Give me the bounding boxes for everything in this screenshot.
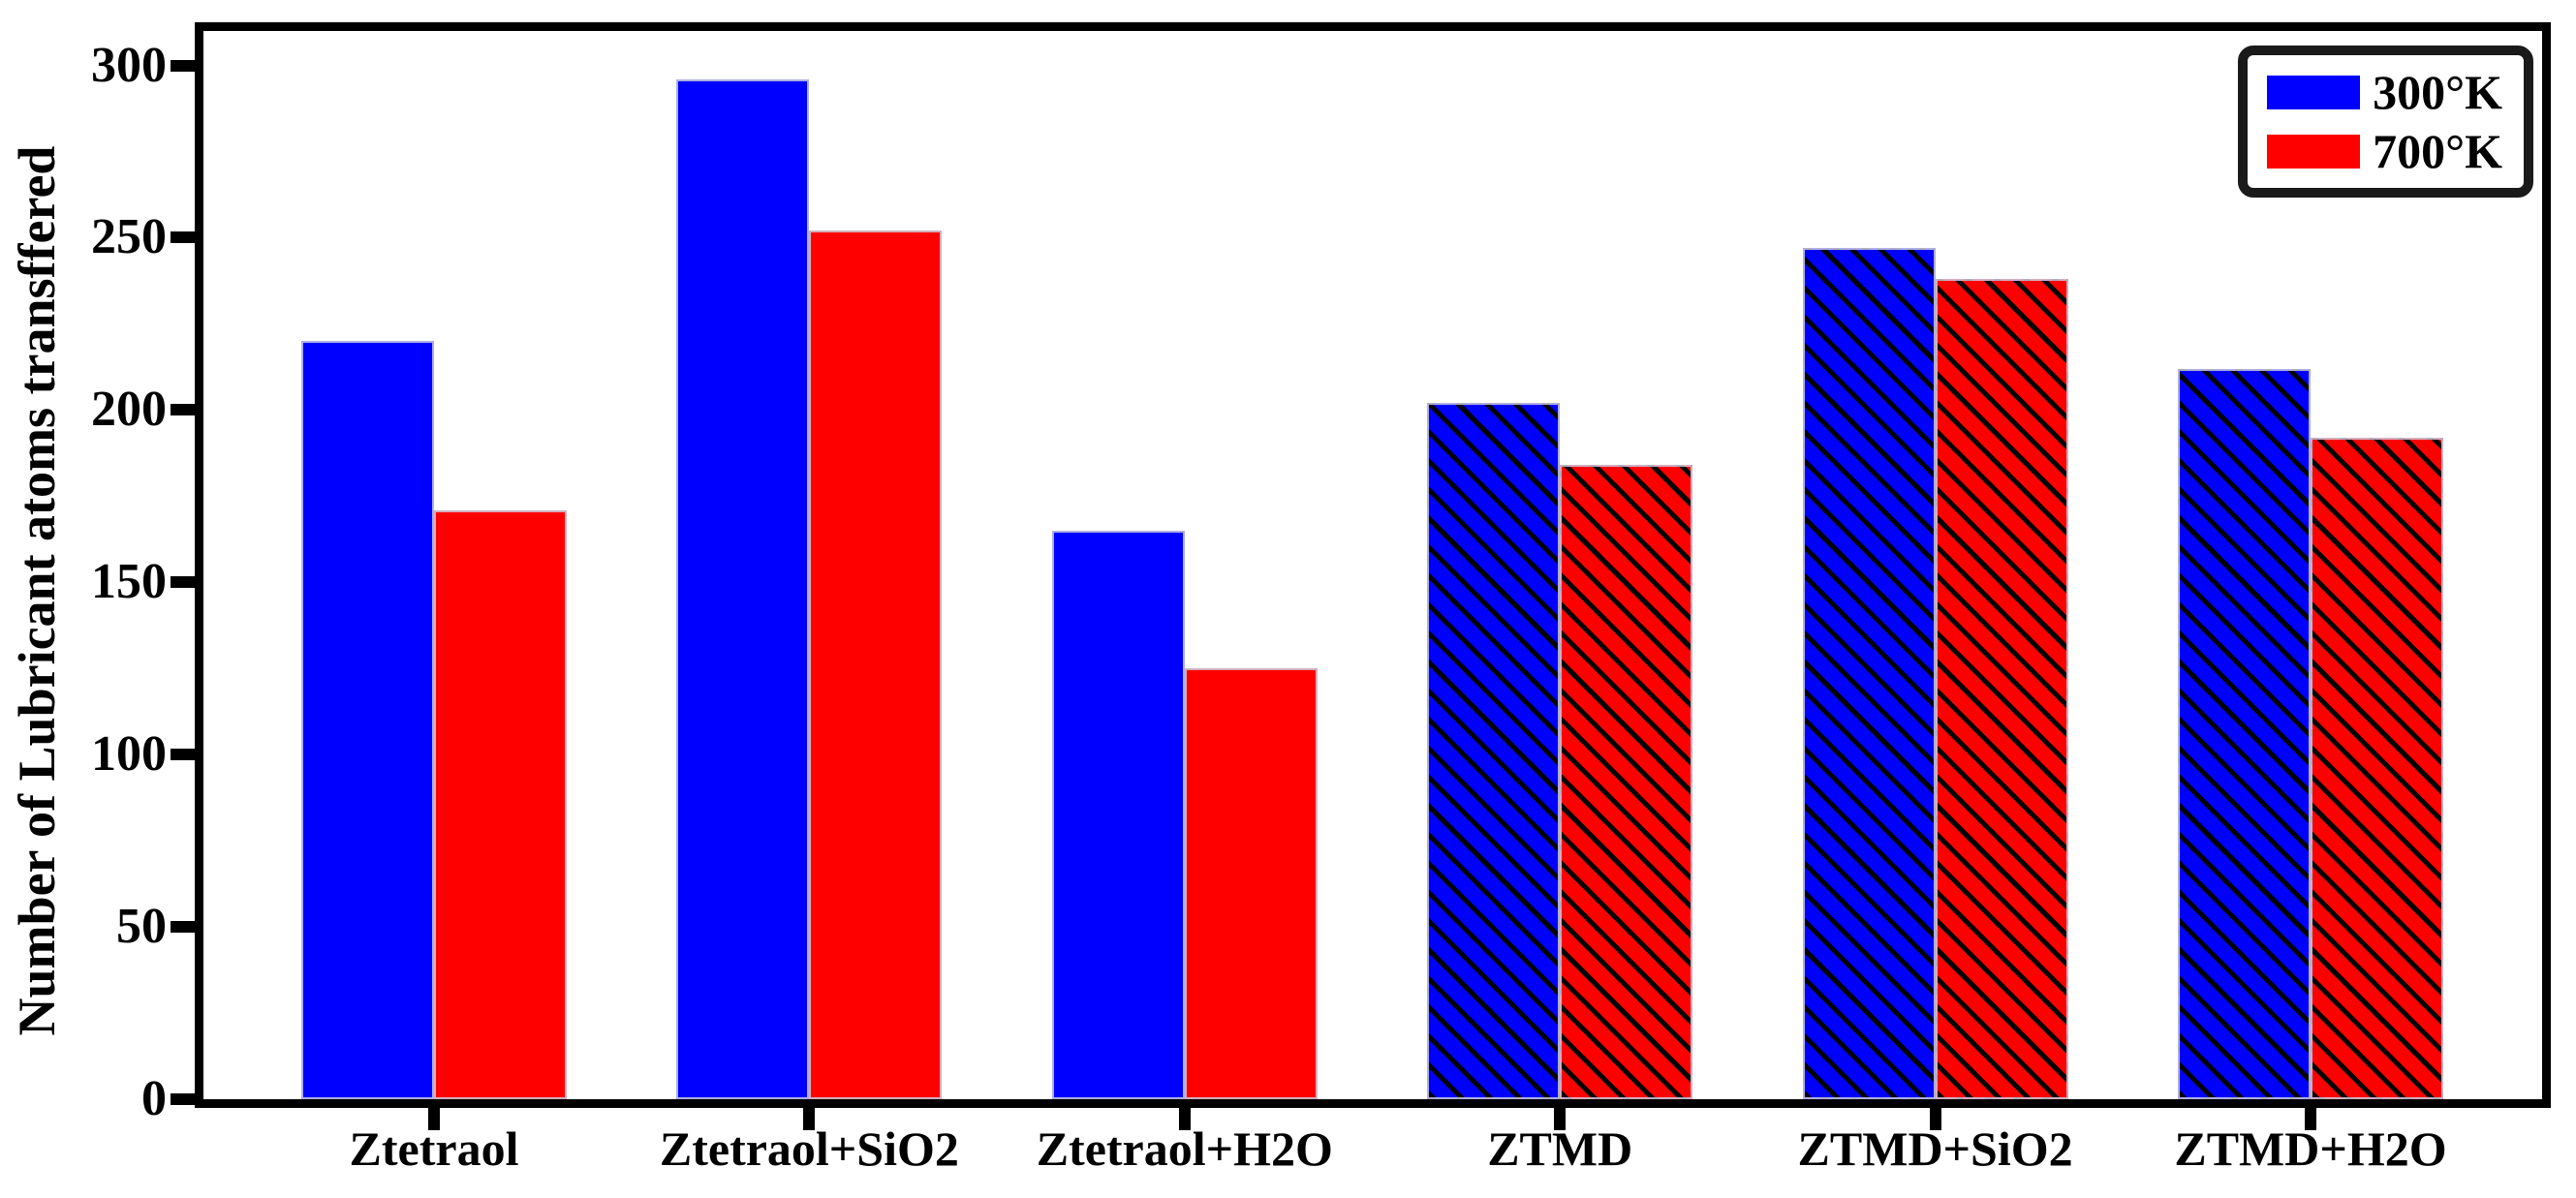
x-tick-mark-ZTMD [1554, 1099, 1567, 1130]
bar-ZTMD-700°K [1560, 465, 1693, 1099]
x-tick-label-Ztetraol+H2O: Ztetraol+H2O [1036, 1121, 1333, 1176]
y-tick-label-50: 50 [116, 899, 167, 955]
y-tick-mark-150 [171, 576, 203, 589]
x-tick-label-Ztetraol+SiO2: Ztetraol+SiO2 [659, 1121, 959, 1176]
bar-Ztetraol+H2O-300°K [1051, 530, 1185, 1099]
legend-swatch-300k [2267, 75, 2360, 109]
x-tick-label-ZTMD+H2O: ZTMD+H2O [2174, 1121, 2447, 1176]
legend-label-700k: 700°K [2373, 124, 2502, 178]
y-tick-label-300: 300 [91, 37, 167, 93]
x-tick-mark-ZTMD+SiO2 [1929, 1099, 1941, 1130]
legend-label-300k: 300°K [2373, 65, 2502, 119]
bar-Ztetraol-700°K [434, 509, 567, 1099]
legend-item-300k: 300°K [2267, 65, 2502, 119]
y-tick-label-200: 200 [91, 382, 167, 438]
y-tick-label-100: 100 [91, 726, 167, 783]
y-tick-label-0: 0 [141, 1071, 167, 1126]
bar-Ztetraol+SiO2-700°K [809, 230, 943, 1099]
x-tick-label-ZTMD: ZTMD [1487, 1121, 1633, 1176]
bar-ZTMD+H2O-300°K [2178, 368, 2311, 1099]
bar-Ztetraol+SiO2-300°K [676, 78, 810, 1099]
bar-Ztetraol-300°K [301, 341, 434, 1099]
x-tick-label-ZTMD+SiO2: ZTMD+SiO2 [1797, 1121, 2073, 1176]
x-tick-mark-ZTMD+H2O [2305, 1099, 2316, 1130]
y-tick-mark-50 [171, 921, 203, 934]
x-tick-label-Ztetraol: Ztetraol [349, 1121, 519, 1176]
bar-ZTMD-300°K [1427, 403, 1561, 1099]
bar-ZTMD+H2O-700°K [2311, 437, 2443, 1099]
x-tick-mark-Ztetraol [428, 1099, 440, 1130]
y-tick-mark-0 [171, 1093, 203, 1105]
legend-item-700k: 700°K [2267, 124, 2502, 178]
y-tick-mark-300 [171, 59, 203, 72]
legend: 300°K 700°K [2238, 46, 2533, 198]
bar-Ztetraol+H2O-700°K [1184, 668, 1318, 1099]
legend-swatch-700k [2267, 134, 2360, 169]
x-tick-mark-Ztetraol+H2O [1178, 1099, 1191, 1130]
plot-area [171, 22, 2551, 1130]
y-tick-mark-250 [171, 231, 203, 244]
bar-ZTMD+SiO2-300°K [1802, 248, 1936, 1099]
x-tick-mark-Ztetraol+SiO2 [803, 1099, 816, 1130]
y-tick-mark-100 [171, 749, 203, 761]
bar-ZTMD+SiO2-700°K [1935, 279, 2068, 1099]
y-tick-label-150: 150 [91, 554, 167, 610]
y-tick-label-250: 250 [91, 209, 167, 265]
y-tick-mark-200 [171, 404, 203, 416]
